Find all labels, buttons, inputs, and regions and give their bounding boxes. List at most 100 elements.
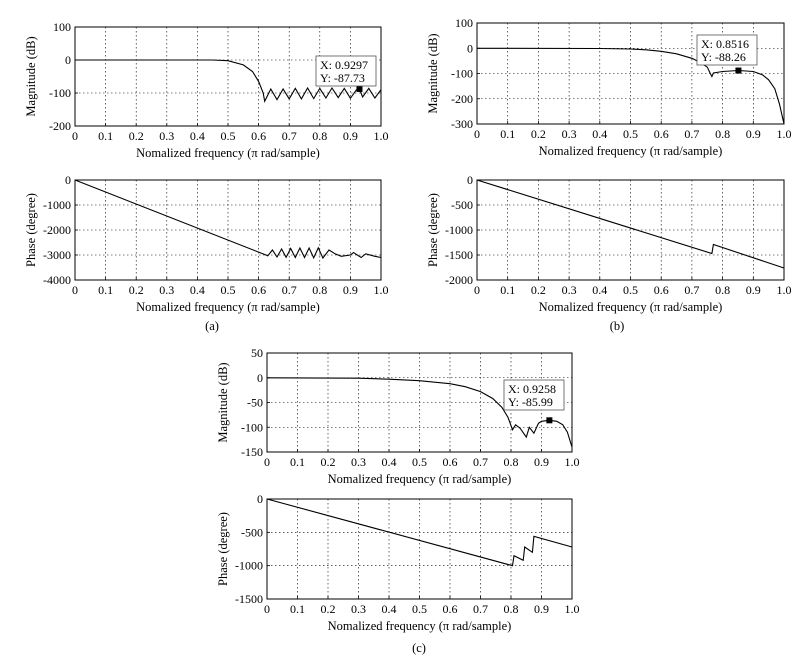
chart-panel-c-magnitude: 0 0.1 0.2 0.3 0.4 0.5 0.6 0.7 0.8 0.9 1.0 50 0 -50 -10… [216, 346, 580, 486]
chart-panel-c-phase: 0 0.1 0.2 0.3 0.4 0.5 0.6 0.7 0.8 0.9 1.0 0 -500 -100… [216, 492, 580, 633]
datatip-y-text: Y: -88.26 [701, 50, 746, 64]
y-axis-label: Phase (degree) [426, 193, 440, 267]
x-tick-label: 0.9 [746, 127, 761, 141]
x-tick-label: 0.8 [715, 283, 730, 297]
x-tick-label: 0.6 [251, 283, 266, 297]
y-tick-label: 50 [251, 346, 263, 360]
plot-frame [266, 352, 573, 453]
chart-panel-b-phase: 0 0.1 0.2 0.3 0.4 0.5 0.6 0.7 0.8 0.9 1.0 0 -500 -100… [426, 173, 792, 314]
x-tick-label: 0.8 [312, 283, 327, 297]
y-tick-label: -100 [241, 420, 263, 434]
y-axis-label: Magnitude (dB) [24, 36, 38, 116]
x-axis-label: Nomalized frequency (π rad/sample) [328, 619, 512, 633]
x-tick-label: 0 [474, 127, 480, 141]
x-tick-label: 0.1 [98, 129, 113, 143]
x-tick-label: 0.1 [98, 283, 113, 297]
y-tick-label: -3000 [43, 248, 71, 262]
x-tick-label: 0.9 [343, 129, 358, 143]
x-tick-label: 0.2 [129, 283, 144, 297]
x-tick-label: 0.9 [343, 283, 358, 297]
x-tick-label: 0.5 [623, 127, 638, 141]
x-tick-label: 0.1 [500, 127, 515, 141]
y-tick-label: -500 [241, 525, 263, 539]
x-tick-label: 0.7 [684, 283, 699, 297]
datatip-frame [503, 379, 565, 411]
x-tick-label: 1.0 [777, 283, 792, 297]
plot-frame [476, 22, 785, 125]
y-tick-label: -100 [49, 86, 71, 100]
x-tick-label: 0.2 [321, 602, 336, 616]
x-tick-label: 0.4 [592, 283, 607, 297]
x-tick-label: 0.3 [351, 602, 366, 616]
chart-panel-b-magnitude: 0 0.1 0.2 0.3 0.4 0.5 0.6 0.7 0.8 0.9 1.0 100 0 -100 -… [426, 16, 792, 158]
y-tick-label: -2000 [43, 223, 71, 237]
datatip-y-text: Y: -85.99 [508, 395, 553, 409]
y-tick-label: 0 [65, 53, 71, 67]
x-tick-label: 0.2 [129, 129, 144, 143]
series-line [476, 47, 785, 125]
x-tick-label: 1.0 [374, 283, 389, 297]
x-tick-label: 0.5 [412, 455, 427, 469]
y-tick-label: -100 [451, 67, 473, 81]
x-tick-label: 0.4 [382, 455, 397, 469]
x-axis-label: Nomalized frequency (π rad/sample) [136, 146, 320, 160]
x-tick-label: 0.7 [282, 283, 297, 297]
datatip-x-text: X: 0.9258 [508, 382, 556, 396]
datatip-x-text: X: 0.9297 [320, 58, 368, 72]
x-tick-label: 0.3 [562, 127, 577, 141]
x-tick-label: 0.9 [534, 455, 549, 469]
x-tick-label: 0.1 [290, 602, 305, 616]
x-tick-label: 1.0 [777, 127, 792, 141]
panel-caption: (c) [412, 641, 426, 655]
x-tick-label: 0 [474, 283, 480, 297]
y-tick-label: -1000 [235, 559, 263, 573]
y-axis-label: Magnitude (dB) [216, 362, 230, 442]
x-tick-label: 0.2 [321, 455, 336, 469]
x-axis-label: Nomalized frequency (π rad/sample) [328, 472, 512, 486]
x-tick-label: 0.4 [592, 127, 607, 141]
y-tick-label: 0 [257, 492, 263, 506]
x-tick-label: 0.1 [500, 283, 515, 297]
x-tick-label: 0.6 [654, 127, 669, 141]
y-tick-label: -500 [451, 198, 473, 212]
x-tick-label: 0.1 [290, 455, 305, 469]
y-tick-label: -1500 [445, 248, 473, 262]
x-tick-label: 0.5 [623, 283, 638, 297]
y-tick-label: -1000 [43, 198, 71, 212]
y-tick-label: -1500 [235, 592, 263, 606]
x-tick-label: 0.7 [473, 455, 488, 469]
y-tick-label: -50 [247, 396, 263, 410]
y-tick-label: 0 [467, 41, 473, 55]
x-tick-label: 0.5 [221, 283, 236, 297]
x-tick-label: 0.3 [562, 283, 577, 297]
y-tick-label: -2000 [445, 273, 473, 287]
datatip-marker [356, 85, 363, 92]
datatip-y-text: Y: -87.73 [320, 71, 365, 85]
series-line [266, 498, 573, 567]
datatip-marker [735, 67, 742, 74]
x-tick-label: 0.3 [159, 283, 174, 297]
plot-frame [74, 26, 382, 127]
x-tick-label: 0.8 [504, 455, 519, 469]
x-tick-label: 0.7 [282, 129, 297, 143]
y-tick-label: -1000 [445, 223, 473, 237]
x-tick-label: 1.0 [565, 455, 580, 469]
y-tick-label: 0 [257, 371, 263, 385]
y-tick-label: -300 [451, 117, 473, 131]
x-axis-label: Nomalized frequency (π rad/sample) [539, 144, 723, 158]
y-tick-label: 0 [467, 173, 473, 187]
series-line [476, 179, 785, 269]
x-tick-label: 0.3 [159, 129, 174, 143]
y-tick-label: -4000 [43, 273, 71, 287]
datatip-x-text: X: 0.8516 [701, 37, 749, 51]
x-tick-label: 0.2 [531, 127, 546, 141]
y-tick-label: -150 [241, 445, 263, 459]
x-axis-label: Nomalized frequency (π rad/sample) [539, 300, 723, 314]
panel-caption: (b) [610, 319, 625, 333]
chart-panel-a-magnitude: 0 0.1 0.2 0.3 0.4 0.5 0.6 0.7 0.8 0.9 1.0 100 0 -100 -… [24, 20, 389, 160]
x-tick-label: 0.7 [684, 127, 699, 141]
y-axis-label: Phase (degree) [216, 512, 230, 586]
